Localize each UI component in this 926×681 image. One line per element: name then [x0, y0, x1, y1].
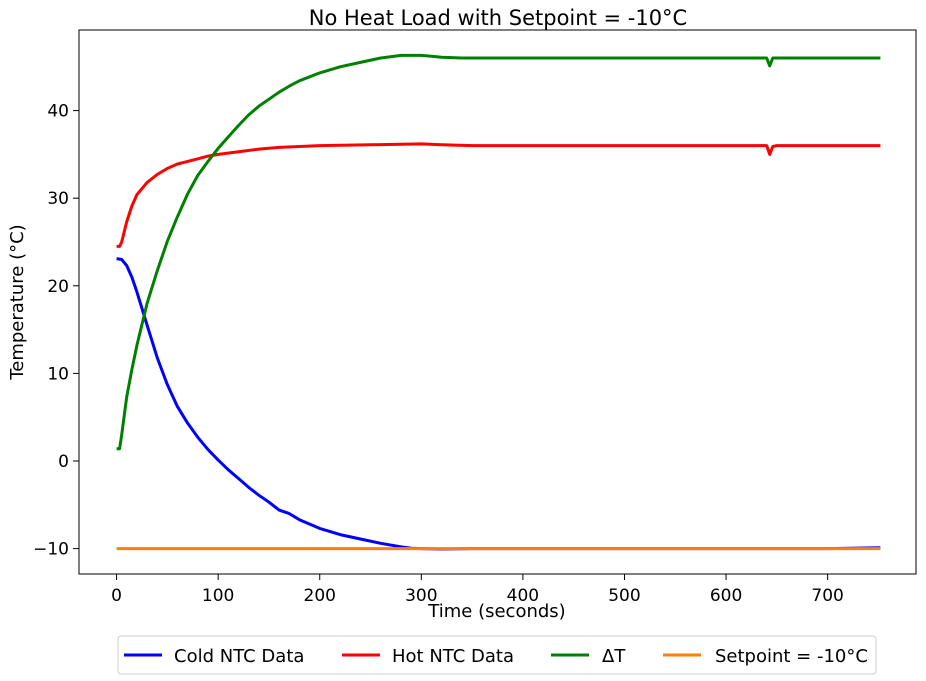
legend: Cold NTC Data Hot NTC Data ΔT Setpoint =… — [117, 635, 877, 675]
series-hot-ntc — [116, 142, 881, 248]
x-tick-label: 600 — [710, 586, 742, 606]
x-tick-label: 100 — [202, 586, 234, 606]
y-axis-ticks: −10 0 10 20 30 40 — [33, 102, 79, 560]
x-tick-label: 300 — [405, 586, 437, 606]
y-tick-label: −10 — [33, 540, 69, 560]
x-axis-ticks: 0 100 200 300 400 500 600 700 — [111, 574, 844, 606]
y-axis-label: Temperature (°C) — [7, 224, 28, 380]
legend-label-setpoint: Setpoint = -10°C — [715, 646, 868, 667]
chart-title: No Heat Load with Setpoint = -10°C — [309, 6, 687, 30]
series-delta-t — [116, 53, 881, 451]
x-tick-label: 500 — [608, 586, 640, 606]
legend-label-hot: Hot NTC Data — [392, 646, 514, 667]
x-axis-label: Time (seconds) — [427, 601, 565, 622]
y-tick-label: 0 — [58, 452, 69, 472]
x-tick-label: 700 — [811, 586, 843, 606]
y-tick-label: 20 — [47, 277, 69, 297]
x-tick-label: 400 — [507, 586, 539, 606]
legend-label-delta: ΔT — [602, 646, 626, 667]
y-tick-label: 40 — [47, 102, 69, 122]
legend-label-cold: Cold NTC Data — [174, 646, 304, 667]
plot-frame — [78, 29, 917, 575]
series-layer — [116, 53, 881, 551]
y-tick-label: 10 — [47, 364, 69, 384]
x-tick-label: 0 — [111, 586, 122, 606]
y-tick-label: 30 — [47, 189, 69, 209]
legend-frame — [117, 635, 877, 675]
x-tick-label: 200 — [304, 586, 336, 606]
